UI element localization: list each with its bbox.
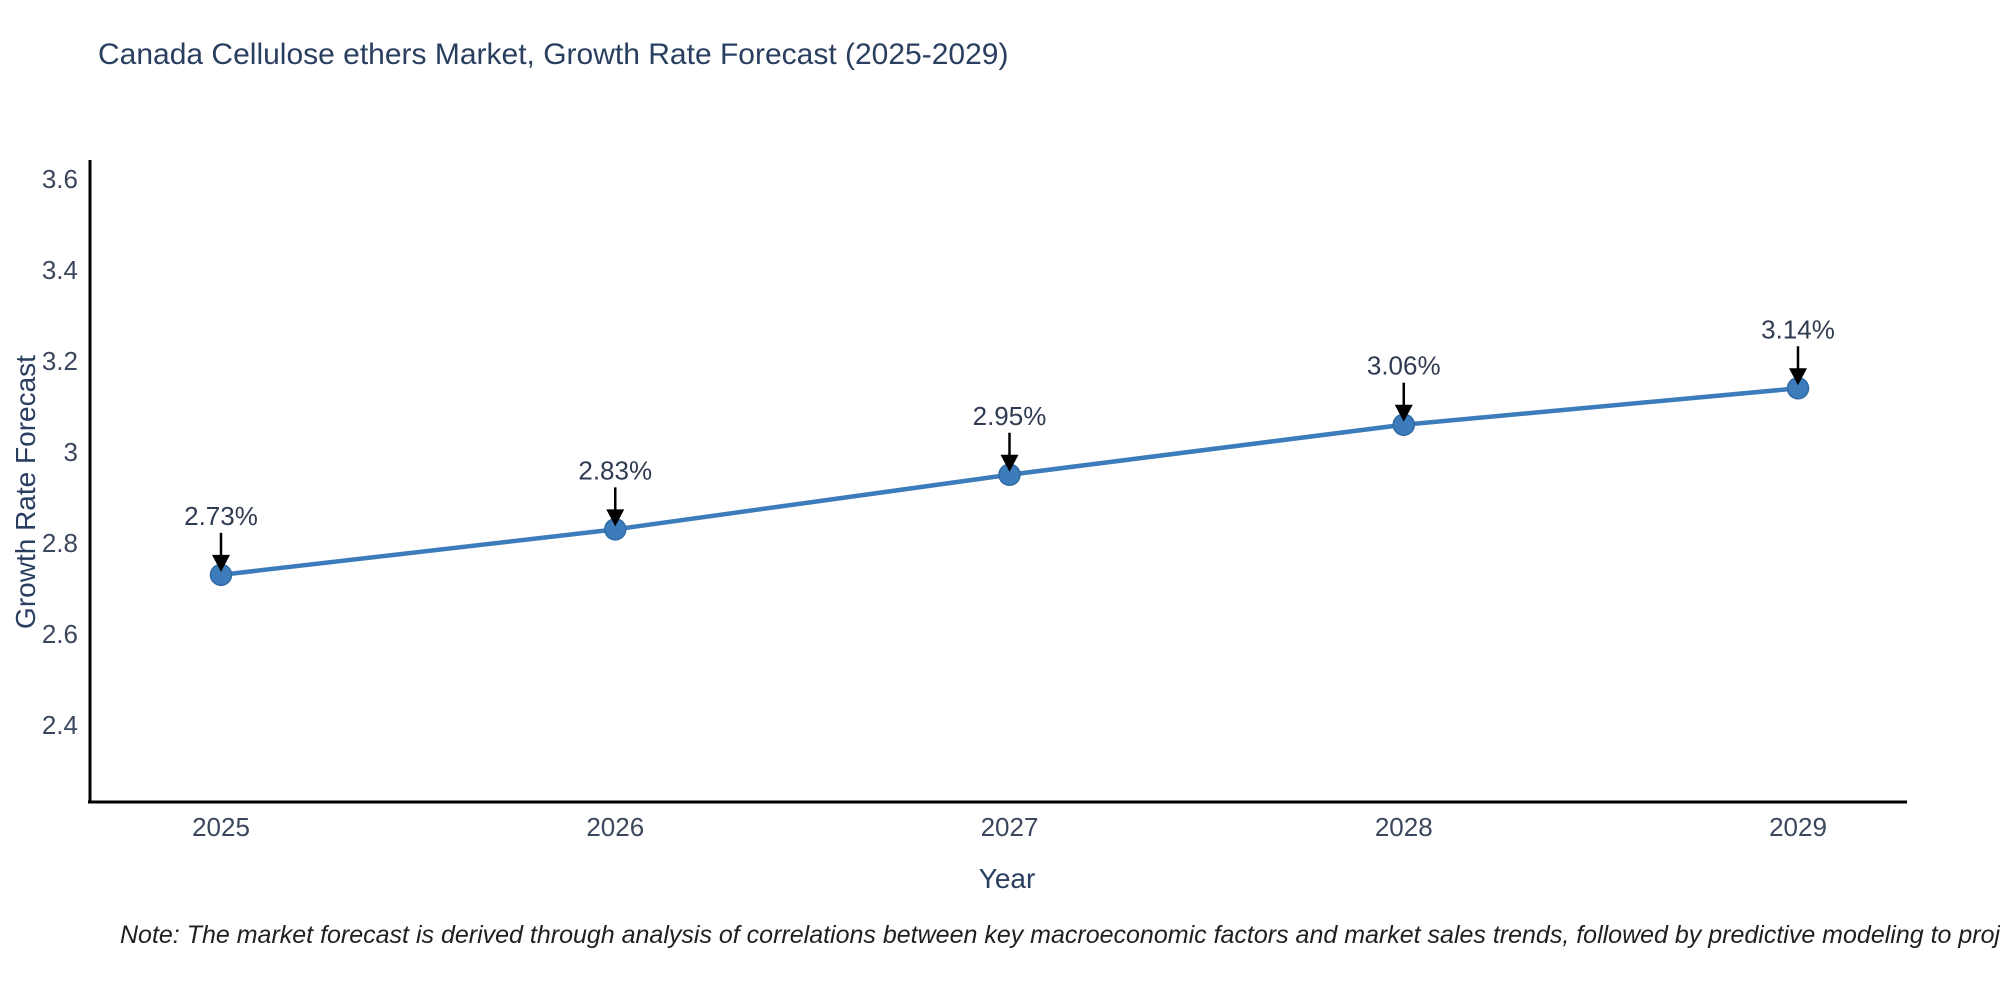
note-text: Note: The market forecast is derived thr…	[120, 921, 2000, 949]
x-tick-label: 2028	[1375, 812, 1433, 842]
x-tick-label: 2029	[1769, 812, 1827, 842]
y-tick-label: 3.4	[42, 255, 78, 285]
annotation-arrow-head	[212, 554, 230, 572]
x-axis-title: Year	[978, 863, 1036, 894]
point-annotation-label: 2.95%	[973, 401, 1047, 431]
y-tick-label: 2.6	[42, 619, 78, 649]
chart-title: Canada Cellulose ethers Market, Growth R…	[98, 38, 1009, 71]
point-annotation-label: 2.73%	[184, 501, 258, 531]
y-tick-label: 3	[64, 437, 78, 467]
point-annotation-label: 3.06%	[1367, 351, 1441, 381]
annotation-arrow-head	[606, 509, 625, 527]
annotation-arrow-head	[1789, 368, 1807, 386]
annotation-arrow-head	[1394, 404, 1413, 422]
y-tick-label: 3.6	[42, 164, 78, 194]
point-annotation-label: 3.14%	[1761, 314, 1835, 344]
x-tick-label: 2027	[981, 812, 1039, 842]
y-tick-label: 2.4	[42, 710, 78, 740]
y-tick-label: 2.8	[42, 528, 78, 558]
point-annotation-label: 2.83%	[578, 455, 652, 485]
x-tick-label: 2026	[586, 812, 644, 842]
x-tick-label: 2025	[192, 812, 250, 842]
y-tick-label: 3.2	[42, 346, 78, 376]
annotation-arrow-head	[1000, 454, 1019, 472]
